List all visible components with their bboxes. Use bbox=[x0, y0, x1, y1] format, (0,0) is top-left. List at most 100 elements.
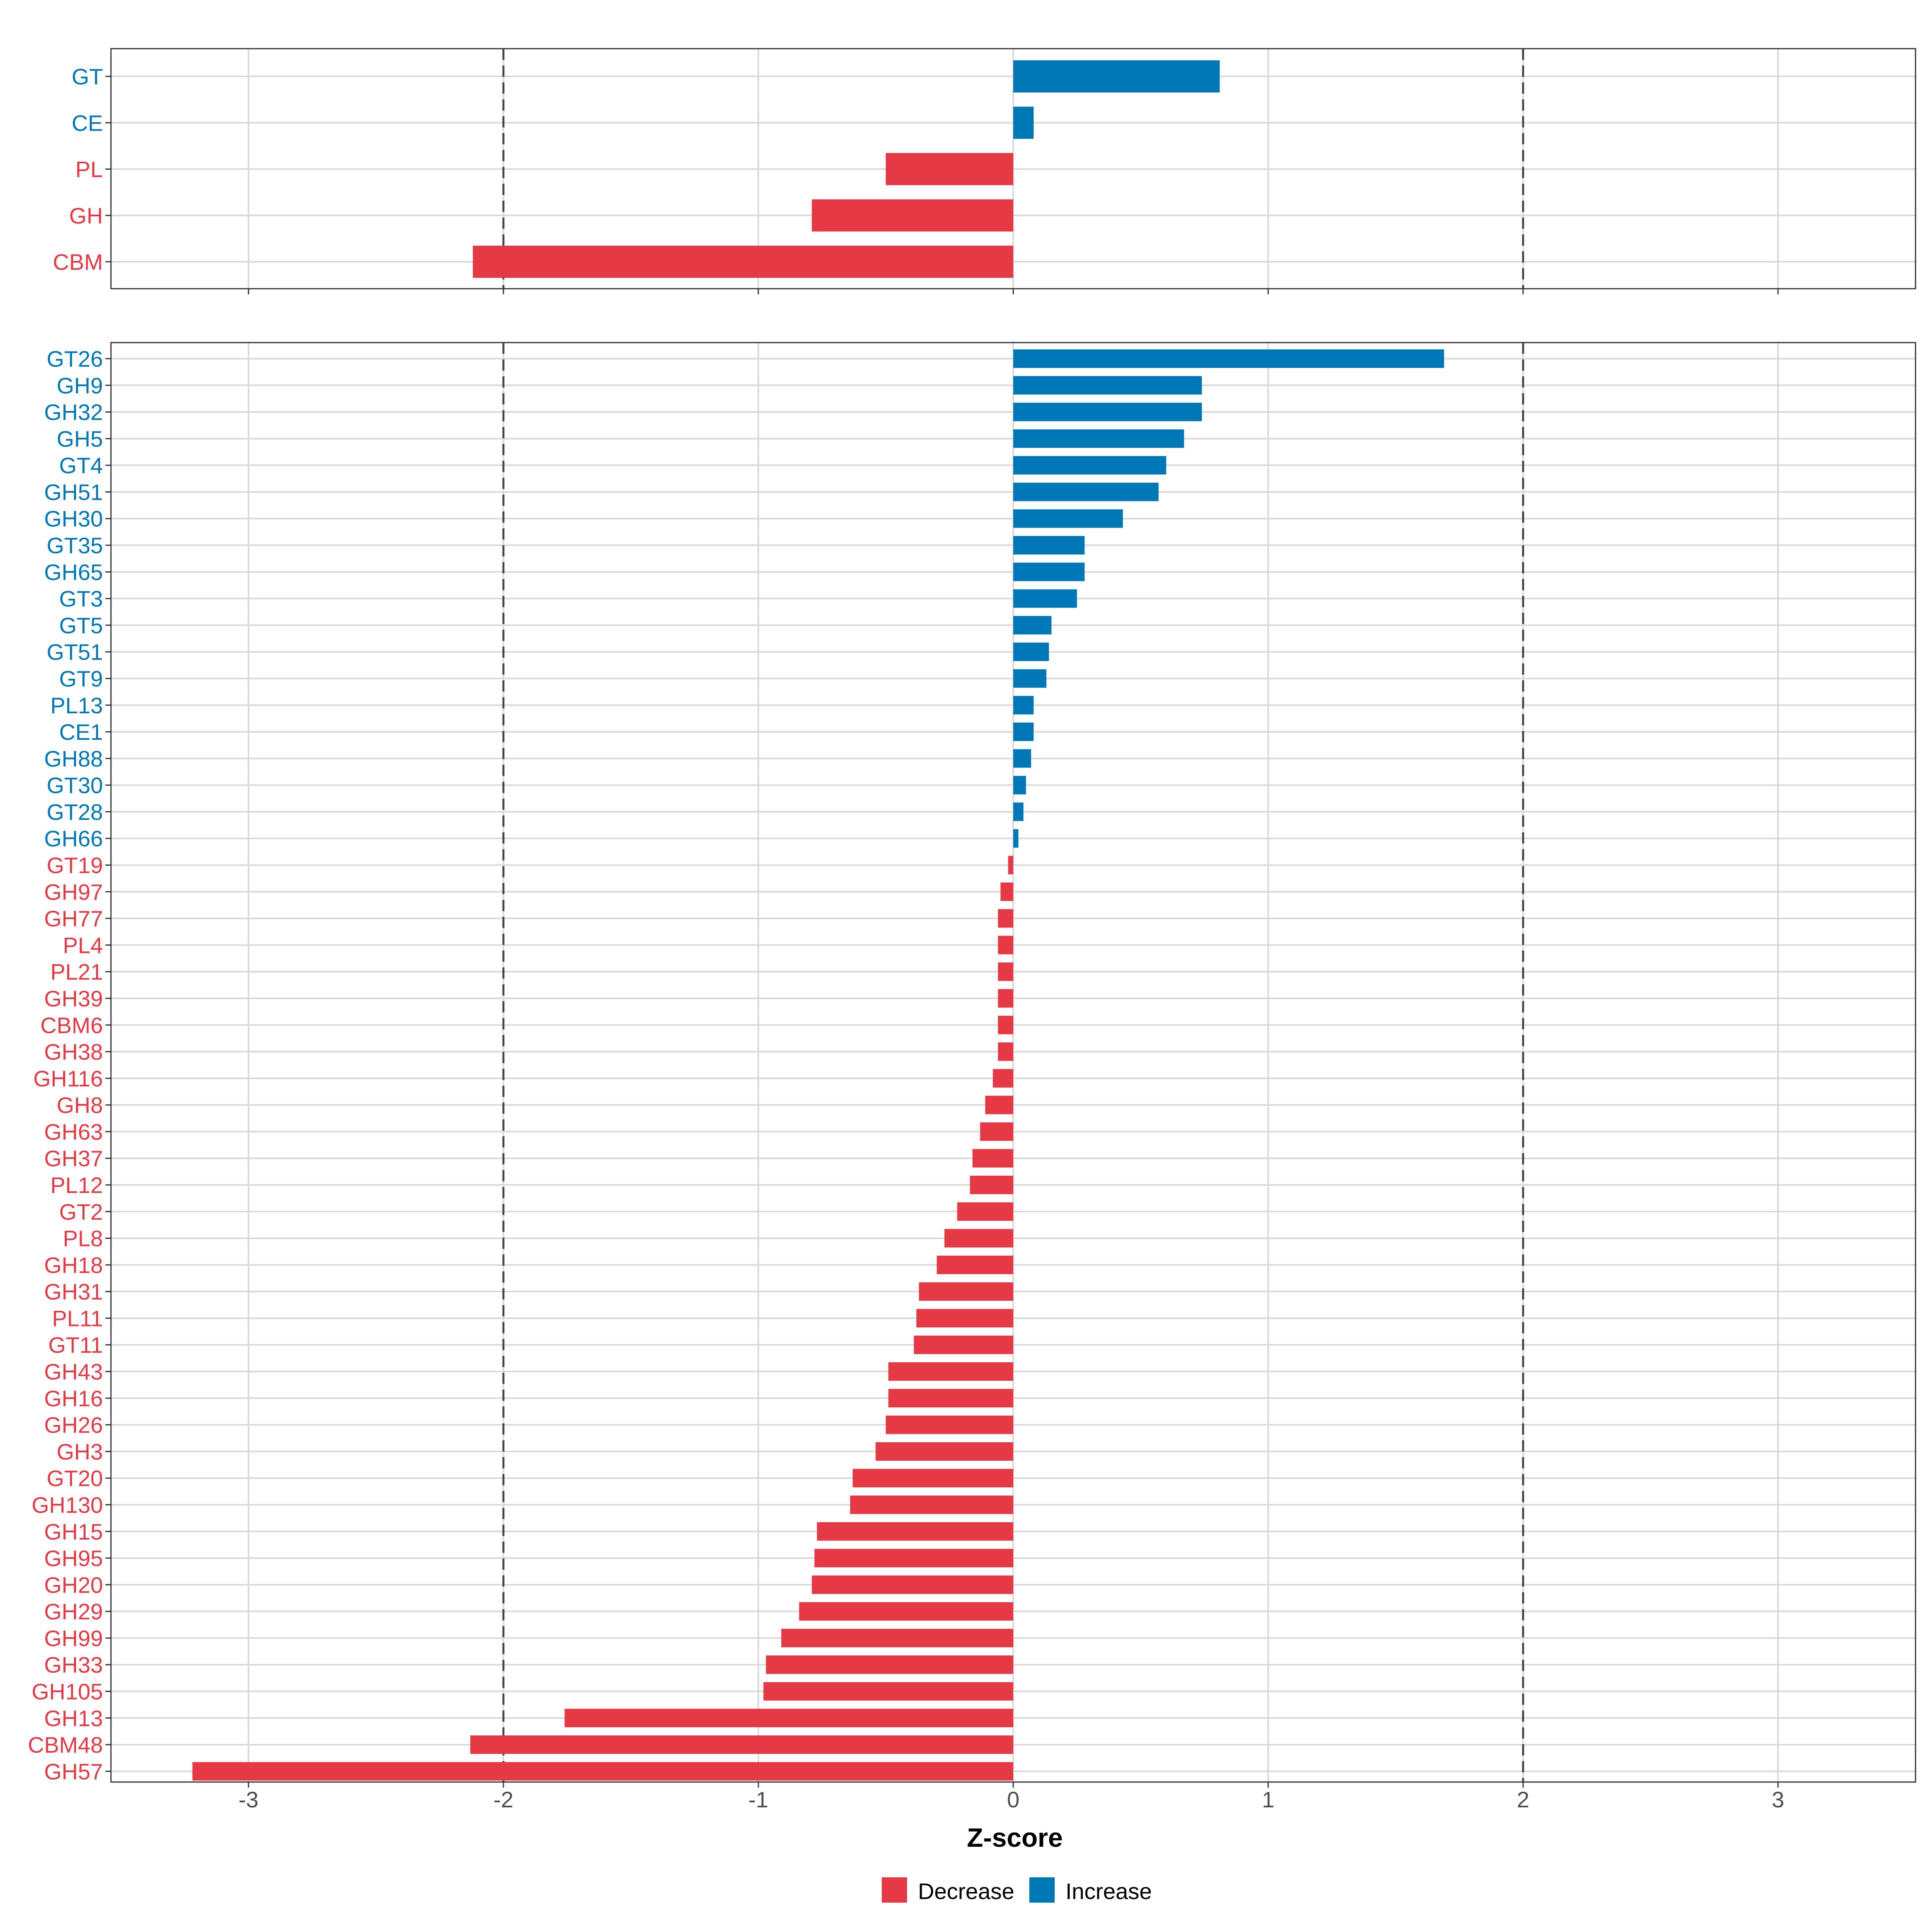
bottom-bar-GH51 bbox=[1013, 482, 1159, 501]
bottom-bar-PL12 bbox=[970, 1175, 1013, 1194]
bottom-category-label: CBM6 bbox=[40, 1012, 103, 1038]
bottom-category-label: GT19 bbox=[47, 853, 103, 878]
bottom-bar-GH88 bbox=[1013, 749, 1031, 768]
bottom-bar-GH8 bbox=[985, 1096, 1013, 1115]
bottom-bar-GH65 bbox=[1013, 563, 1085, 581]
bottom-category-label: GH43 bbox=[44, 1359, 103, 1384]
bottom-bar-PL11 bbox=[916, 1309, 1013, 1328]
bottom-bar-GH38 bbox=[998, 1042, 1013, 1061]
bottom-bar-GH5 bbox=[1013, 429, 1184, 448]
bottom-bar-GT11 bbox=[914, 1335, 1013, 1354]
legend: Decrease Increase bbox=[882, 1877, 1152, 1904]
bottom-category-label: GH26 bbox=[44, 1413, 103, 1438]
bottom-category-label: GH88 bbox=[44, 746, 103, 771]
bottom-category-label: GT26 bbox=[47, 346, 103, 372]
bottom-bar-GH30 bbox=[1013, 509, 1123, 528]
legend-label-increase: Increase bbox=[1066, 1879, 1152, 1904]
bottom-category-label: GH130 bbox=[32, 1492, 103, 1517]
bottom-bar-GT5 bbox=[1013, 616, 1052, 634]
bottom-bar-GH97 bbox=[1000, 882, 1013, 901]
bottom-category-label: GH32 bbox=[44, 400, 103, 425]
legend-swatch-increase bbox=[1029, 1877, 1055, 1903]
bottom-category-label: PL21 bbox=[50, 959, 103, 985]
x-tick-label: 3 bbox=[1772, 1787, 1784, 1812]
bottom-bar-GH99 bbox=[781, 1628, 1013, 1647]
bottom-category-label: GH37 bbox=[44, 1146, 103, 1171]
x-axis-label: Z-score bbox=[967, 1823, 1063, 1852]
bottom-category-label: GH18 bbox=[44, 1252, 103, 1278]
bottom-category-label: GH38 bbox=[44, 1039, 103, 1065]
bottom-category-label: GH97 bbox=[44, 879, 103, 905]
bottom-bar-GH33 bbox=[766, 1655, 1013, 1674]
bottom-category-label: GT35 bbox=[47, 533, 103, 558]
bottom-bar-GT20 bbox=[852, 1469, 1013, 1488]
top-category-label: CBM bbox=[53, 249, 103, 275]
top-bar-CBM bbox=[472, 246, 1013, 278]
bottom-category-label: GH63 bbox=[44, 1119, 103, 1144]
bottom-category-label: PL11 bbox=[52, 1306, 103, 1331]
bottom-bar-GH32 bbox=[1013, 402, 1202, 421]
bottom-category-label: GH39 bbox=[44, 986, 103, 1011]
bottom-category-label: GH57 bbox=[44, 1759, 103, 1784]
bottom-bar-GH43 bbox=[888, 1362, 1013, 1381]
x-tick-label: -1 bbox=[748, 1787, 768, 1812]
x-tick-label: -2 bbox=[493, 1787, 513, 1812]
bottom-category-label: GT4 bbox=[59, 453, 103, 478]
bottom-category-label: GH30 bbox=[44, 506, 103, 532]
bottom-panel: GT26GH9GH32GH5GT4GH51GH30GT35GH65GT3GT5G… bbox=[28, 342, 1916, 1788]
bottom-bar-GH95 bbox=[814, 1549, 1013, 1568]
bottom-category-label: GT11 bbox=[48, 1332, 103, 1358]
bottom-bar-CBM48 bbox=[470, 1735, 1013, 1754]
bottom-category-label: GH15 bbox=[44, 1519, 103, 1544]
top-category-label: GT bbox=[72, 64, 103, 89]
bottom-bar-GH63 bbox=[980, 1122, 1013, 1141]
top-category-label: GH bbox=[69, 203, 103, 228]
bottom-category-label: GH116 bbox=[33, 1066, 103, 1091]
bottom-bar-GT3 bbox=[1013, 589, 1077, 608]
bottom-bar-GH16 bbox=[888, 1389, 1013, 1408]
bottom-category-label: GT28 bbox=[47, 799, 103, 825]
bottom-category-label: GH105 bbox=[32, 1679, 103, 1704]
bottom-bar-GT26 bbox=[1013, 349, 1444, 368]
bottom-bar-GH15 bbox=[817, 1522, 1013, 1541]
top-category-label: CE bbox=[72, 110, 103, 136]
x-tick-label: 0 bbox=[1007, 1787, 1019, 1812]
top-category-label: PL bbox=[76, 157, 103, 182]
bottom-bar-GH66 bbox=[1013, 829, 1018, 848]
top-bar-GT bbox=[1013, 60, 1220, 92]
bottom-category-label: PL8 bbox=[63, 1226, 103, 1251]
bottom-bar-GH26 bbox=[886, 1415, 1013, 1434]
bottom-bar-GT30 bbox=[1013, 776, 1026, 795]
x-axis: -3 -2 -1 0 1 2 3 bbox=[238, 1787, 1784, 1812]
bottom-category-label: GH31 bbox=[44, 1279, 103, 1304]
bottom-category-label: GH16 bbox=[44, 1386, 103, 1411]
top-panel: GT CE PL GH CBM bbox=[53, 48, 1916, 294]
bottom-bar-PL21 bbox=[998, 962, 1013, 981]
bottom-bar-CBM6 bbox=[998, 1016, 1013, 1035]
legend-label-decrease: Decrease bbox=[918, 1879, 1014, 1904]
bottom-bar-PL8 bbox=[944, 1229, 1013, 1248]
bottom-bar-GH20 bbox=[812, 1575, 1013, 1594]
bottom-bar-GH37 bbox=[972, 1149, 1013, 1168]
bottom-category-label: GT30 bbox=[47, 773, 103, 798]
bottom-bar-GH3 bbox=[875, 1442, 1013, 1461]
bottom-bar-GH13 bbox=[565, 1708, 1013, 1727]
bottom-category-label: GT5 bbox=[59, 613, 103, 638]
bottom-bar-GT4 bbox=[1013, 456, 1166, 475]
bottom-category-label: GT9 bbox=[59, 666, 103, 691]
bottom-category-label: GH9 bbox=[57, 373, 103, 398]
bottom-category-label: GH13 bbox=[44, 1706, 103, 1731]
bottom-category-label: GH66 bbox=[44, 826, 103, 851]
bottom-category-label: GH29 bbox=[44, 1599, 103, 1624]
bottom-bar-GT9 bbox=[1013, 669, 1047, 688]
bottom-bar-GH39 bbox=[998, 989, 1013, 1008]
bottom-bar-PL13 bbox=[1013, 696, 1034, 714]
bottom-category-label: GH51 bbox=[44, 479, 103, 505]
x-tick-label: 1 bbox=[1262, 1787, 1274, 1812]
bottom-bar-GT2 bbox=[957, 1202, 1013, 1221]
bottom-bar-GH18 bbox=[936, 1255, 1013, 1274]
bottom-category-label: GH99 bbox=[44, 1626, 103, 1651]
bottom-category-label: GH5 bbox=[57, 426, 103, 452]
bottom-bar-GH29 bbox=[799, 1602, 1013, 1621]
